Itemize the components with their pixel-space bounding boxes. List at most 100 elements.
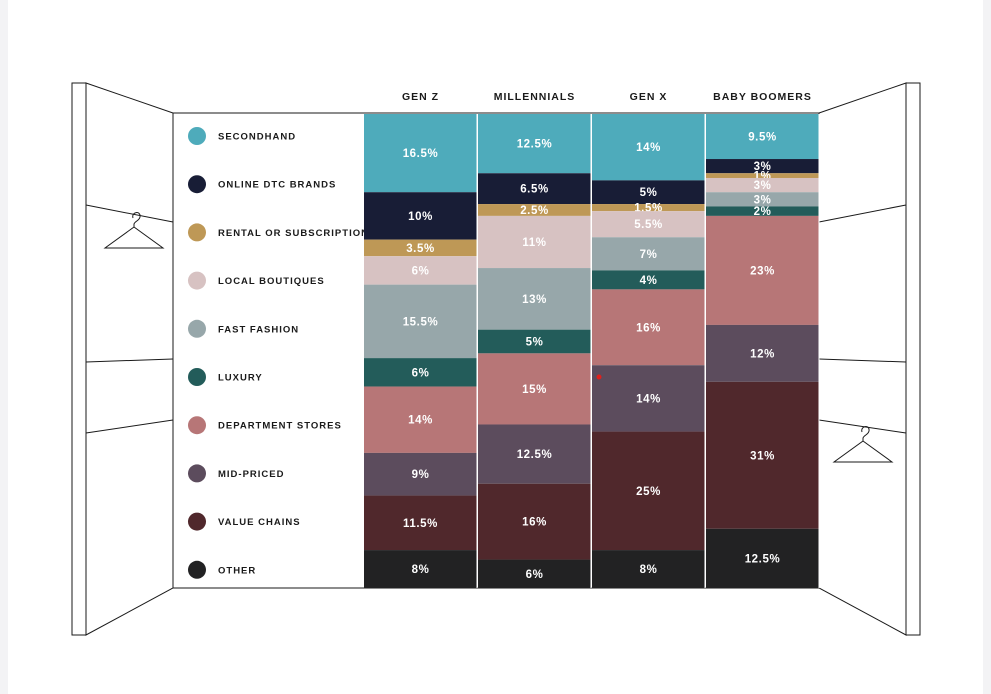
- legend-label: DEPARTMENT STORES: [218, 421, 342, 432]
- legend-item-local-boutiques: LOCAL BOUTIQUES: [188, 271, 325, 290]
- data-label-secondhand: 12.5%: [517, 139, 553, 151]
- legend-item-fast-fashion: FAST FASHION: [188, 319, 298, 338]
- bar-segment-local-boutiques: [364, 256, 477, 285]
- column-header-gen-z: GEN Z: [402, 91, 439, 103]
- legend-item-online-dtc-brands: ONLINE DTC BRANDS: [188, 175, 336, 194]
- bar-segment-fast-fashion: [478, 268, 591, 330]
- data-label-fast-fashion: 13%: [522, 294, 547, 306]
- left-shelf-2: [85, 358, 174, 363]
- legend-swatch: [188, 512, 206, 531]
- bar-segment-department-stores: [364, 386, 477, 453]
- legend-swatch: [188, 175, 206, 194]
- data-label-local-boutiques: 11%: [522, 237, 546, 249]
- legend-swatch: [188, 416, 206, 435]
- legend-swatch: [188, 368, 206, 386]
- data-label-other: 8%: [640, 564, 658, 576]
- legend-item-rental-or-subscription: RENTAL OR SUBSCRIPTION: [188, 223, 369, 242]
- data-label-online-dtc-brands: 5%: [640, 187, 658, 199]
- legend-item-luxury: LUXURY: [188, 368, 263, 386]
- bar-segment-mid-priced: [478, 424, 591, 484]
- data-label-online-dtc-brands: 6.5%: [520, 184, 549, 196]
- bar-segment-mid-priced: [592, 365, 705, 432]
- legend-item-department-stores: DEPARTMENT STORES: [188, 416, 342, 435]
- data-label-local-boutiques: 5.5%: [634, 219, 663, 231]
- legend-label: LUXURY: [218, 373, 263, 384]
- bar-segment-value-chains: [592, 431, 705, 551]
- hanger-icon-right: [832, 426, 894, 463]
- data-label-online-dtc-brands: 3%: [754, 161, 772, 173]
- legend-label: RENTAL OR SUBSCRIPTION: [218, 228, 369, 239]
- legend: SECONDHAND ONLINE DTC BRANDS RENTAL OR SUB…: [188, 127, 369, 579]
- bar-segment-secondhand: [592, 114, 705, 181]
- data-label-value-chains: 11.5%: [403, 518, 438, 530]
- right-shelf-1: [818, 204, 907, 223]
- data-label-other: 8%: [412, 564, 430, 576]
- right-door-edge: [905, 82, 921, 636]
- data-label-fast-fashion: 7%: [640, 249, 658, 261]
- bar-segment-local-boutiques: [706, 177, 819, 193]
- data-label-fast-fashion: 3%: [754, 194, 772, 206]
- bar-segment-other: [364, 550, 477, 588]
- bar-segment-online-dtc-brands: [592, 180, 705, 205]
- bar-segment-fast-fashion: [706, 192, 819, 207]
- data-label-luxury: 4%: [640, 275, 658, 287]
- left-door-edge: [71, 82, 87, 636]
- bar-segment-department-stores: [706, 215, 819, 325]
- legend-label: ONLINE DTC BRANDS: [218, 180, 336, 191]
- legend-label: SECONDHAND: [218, 132, 296, 143]
- legend-label: OTHER: [218, 565, 256, 576]
- bar-segment-rental-or-subscription: [364, 239, 477, 257]
- column-headers: GEN Z MILLENNIALS GEN X BABY BOOMERS: [402, 91, 811, 103]
- bar-segment-other: [478, 559, 591, 588]
- bar-segment-value-chains: [364, 495, 477, 551]
- data-label-department-stores: 15%: [522, 384, 547, 396]
- legend-swatch: [188, 223, 206, 242]
- data-label-other: 12.5%: [745, 553, 781, 565]
- bar-column-millennials: 12.5% 6.5% 2.5% 11% 13% 5% 15% 12.5% 16% 6%: [478, 114, 592, 588]
- data-label-secondhand: 14%: [636, 142, 661, 154]
- bar-segment-secondhand: [364, 114, 477, 193]
- bar-segment-fast-fashion: [364, 284, 477, 359]
- closet-stacked-bar-chart: SECONDHAND ONLINE DTC BRANDS RENTAL OR SUB…: [71, 82, 921, 636]
- bar-segment-online-dtc-brands: [478, 173, 591, 205]
- bar-segment-other: [706, 528, 819, 588]
- legend-item-mid-priced: MID-PRICED: [188, 464, 283, 483]
- bar-segment-department-stores: [478, 353, 591, 425]
- bar-segment-mid-priced: [706, 324, 819, 382]
- data-label-value-chains: 25%: [636, 486, 661, 498]
- data-label-local-boutiques: 6%: [412, 265, 430, 277]
- data-label-rental-or-subscription: 2.5%: [520, 205, 549, 217]
- right-shelf-3: [818, 419, 907, 434]
- bar-segment-rental-or-subscription: [478, 204, 591, 216]
- left-shelf-3: [85, 419, 174, 434]
- bar-column-gen-x: 14%5%1.5%5.5%7%4%16%14%25%8%: [592, 114, 706, 588]
- legend-swatch: [188, 560, 206, 579]
- right-shelf-2: [818, 358, 907, 363]
- bar-segment-luxury: [478, 329, 591, 354]
- left-shelf-1: [85, 204, 174, 223]
- bar-segment-rental-or-subscription: [592, 204, 705, 212]
- bar-segment-local-boutiques: [592, 211, 705, 238]
- hanger-icon-left: [103, 212, 165, 249]
- legend-item-secondhand: SECONDHAND: [188, 127, 296, 145]
- data-label-online-dtc-brands: 10%: [408, 211, 433, 223]
- data-label-mid-priced: 9%: [412, 469, 430, 481]
- data-label-luxury: 6%: [412, 367, 430, 379]
- chart-page: SECONDHAND ONLINE DTC BRANDS RENTAL OR SUB…: [8, 0, 983, 694]
- data-label-value-chains: 16%: [522, 517, 547, 529]
- marker-dot: [596, 374, 602, 380]
- bar-segment-secondhand: [706, 114, 819, 160]
- data-label-value-chains: 31%: [750, 450, 775, 462]
- bar-segment-online-dtc-brands: [706, 159, 819, 174]
- bar-segment-value-chains: [706, 381, 819, 529]
- data-label-secondhand: 16.5%: [403, 148, 439, 160]
- legend-label: LOCAL BOUTIQUES: [218, 276, 325, 287]
- column-header-gen-x: GEN X: [630, 91, 668, 103]
- bar-segment-secondhand: [478, 114, 591, 174]
- legend-swatch: [188, 319, 206, 338]
- bar-segment-local-boutiques: [478, 215, 591, 269]
- data-label-local-boutiques: 3%: [754, 180, 772, 192]
- legend-item-value-chains: VALUE CHAINS: [188, 512, 300, 531]
- data-label-fast-fashion: 15.5%: [403, 316, 439, 328]
- data-label-luxury: 5%: [526, 337, 544, 349]
